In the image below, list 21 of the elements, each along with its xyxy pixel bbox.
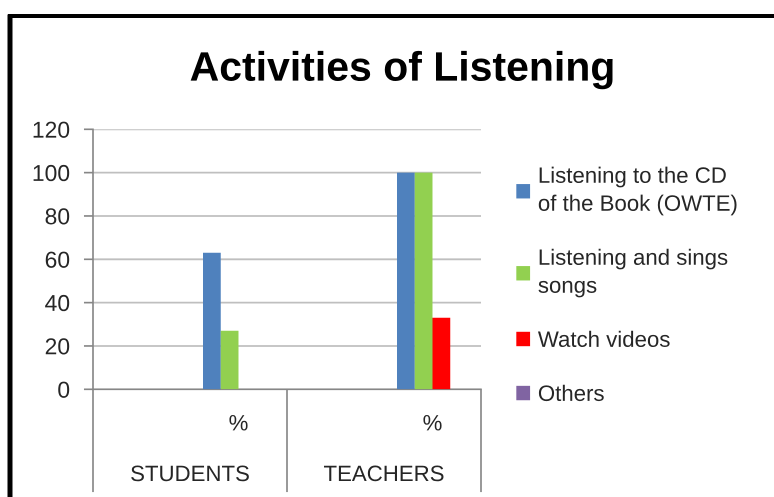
legend-label: Watch videos xyxy=(538,330,670,348)
bar xyxy=(397,172,415,390)
x-tick-label: % xyxy=(229,414,248,431)
bar xyxy=(432,318,450,390)
legend-label: Others xyxy=(538,384,604,402)
text: TEACHERS xyxy=(324,466,444,482)
legend-label: Listening and sings songs xyxy=(538,248,728,298)
bar xyxy=(220,330,238,390)
x-tick-label: % xyxy=(423,414,442,431)
y-tick-label: 0 xyxy=(58,382,70,398)
legend-label: Listening to the CD of the Book (OWTE) xyxy=(538,166,737,216)
text: STUDENTS xyxy=(131,466,249,482)
y-tick-label: 100 xyxy=(34,164,70,182)
y-tick-label: 80 xyxy=(46,208,70,224)
y-tick-label: 120 xyxy=(34,122,70,138)
y-tick-label: 20 xyxy=(46,338,70,354)
bar xyxy=(414,172,432,390)
y-tick-label: 40 xyxy=(45,294,70,312)
chart-title: Activities of Listening xyxy=(190,50,613,90)
y-tick-label: 60 xyxy=(46,252,70,268)
bar xyxy=(203,252,221,390)
